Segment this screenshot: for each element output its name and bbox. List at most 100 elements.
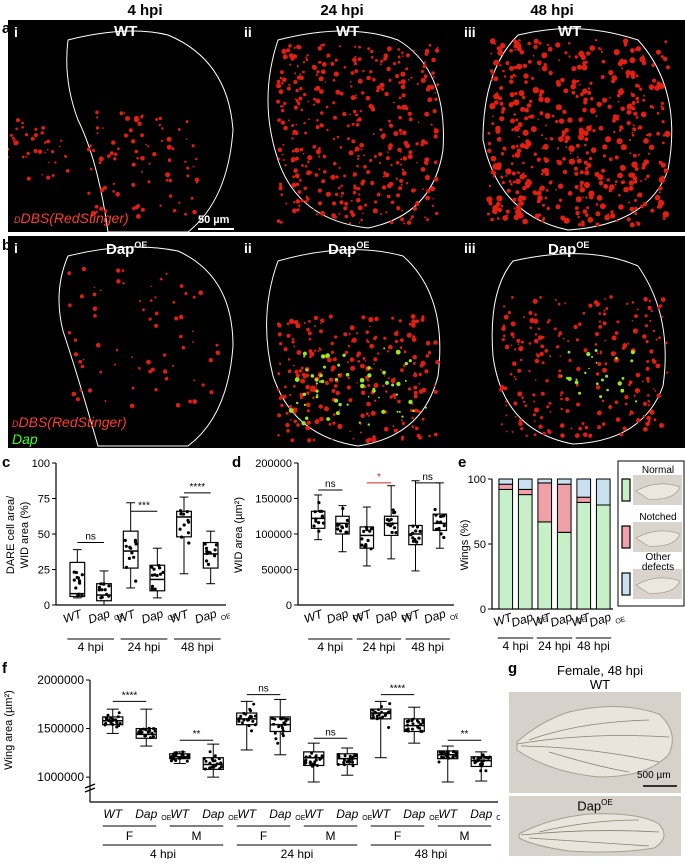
cell-dot (168, 178, 172, 183)
cell-dot (537, 195, 543, 201)
cell-dot (297, 190, 302, 194)
data-point (375, 717, 379, 721)
cell-dot (574, 171, 579, 176)
cell-dot (389, 220, 394, 225)
cell-dot (645, 133, 649, 137)
cell-dot (584, 371, 587, 375)
cell-dot (60, 139, 63, 142)
cell-dot (353, 62, 358, 66)
cell-dot (431, 57, 436, 63)
cell-dot (415, 142, 419, 146)
cell-dot (331, 388, 336, 393)
cell-dot (588, 190, 595, 197)
cell-dot (369, 343, 375, 349)
cell-dot (154, 311, 159, 316)
data-point (253, 714, 257, 718)
cell-dot (295, 323, 301, 329)
cell-dot (599, 203, 606, 210)
y-tick-label: 1000000 (37, 770, 84, 784)
cell-dot (434, 48, 440, 53)
cell-dot (490, 52, 493, 55)
cell-dot (377, 352, 380, 355)
cell-dot (380, 213, 382, 215)
data-point (415, 525, 420, 529)
cell-dot (628, 138, 632, 142)
cell-dot (519, 49, 525, 55)
axis-break (84, 787, 96, 793)
cell-dot (371, 437, 377, 443)
cell-dot (318, 147, 321, 150)
cell-dot (300, 108, 304, 112)
cell-dot (140, 115, 144, 119)
cell-dot (291, 137, 294, 140)
cell-dot (283, 101, 287, 106)
cell-dot (582, 107, 587, 113)
cell-dot (145, 143, 147, 146)
cell-dot (581, 422, 585, 425)
significance-label: ns (325, 479, 336, 490)
cell-dot (649, 409, 655, 415)
cell-dot (533, 420, 536, 423)
cell-dot (360, 363, 365, 369)
data-point (205, 551, 209, 555)
cell-dot (610, 210, 614, 214)
cell-dot (516, 63, 523, 70)
cell-dot (492, 208, 498, 214)
cell-dot (512, 73, 516, 77)
cell-dot (636, 100, 639, 104)
cell-dot (355, 94, 357, 97)
cell-dot (619, 58, 625, 64)
cell-dot (63, 154, 66, 157)
cell-dot (522, 172, 525, 175)
cell-dot (605, 138, 610, 143)
data-point (345, 760, 349, 764)
cell-dot (134, 205, 139, 210)
cell-dot (554, 299, 557, 301)
cell-dot (345, 204, 348, 207)
cell-dot (533, 400, 536, 403)
data-point (318, 757, 322, 761)
cell-dot (381, 185, 387, 190)
x-tick-label: WT (302, 606, 326, 626)
cell-dot (646, 415, 651, 421)
cell-dot (315, 213, 318, 216)
cell-dot (400, 163, 403, 166)
cell-dot (398, 319, 402, 323)
cell-dot (374, 316, 379, 322)
cell-dot (285, 422, 290, 428)
cell-dot (334, 192, 339, 197)
data-point (97, 588, 101, 592)
cell-dot (567, 117, 573, 123)
cell-dot (294, 98, 297, 100)
data-point (134, 579, 138, 583)
cell-dot (11, 136, 15, 140)
significance-label: * (377, 472, 381, 483)
cell-dot (655, 338, 658, 341)
cell-dot (665, 341, 668, 344)
data-point (144, 728, 148, 732)
cell-dot (577, 134, 585, 141)
stacked-bar-segment (498, 478, 514, 485)
data-point (172, 757, 176, 761)
cell-dot (79, 388, 83, 392)
cell-dot (548, 401, 552, 405)
cell-dot (505, 209, 510, 214)
wing-scale-label: 500 µm (637, 770, 671, 781)
micrograph-a-ii (267, 30, 444, 229)
cell-dot (583, 348, 588, 353)
data-point (244, 712, 248, 716)
wing-dap-drawing (518, 813, 665, 853)
cell-dot (604, 298, 606, 300)
cell-dot (290, 438, 295, 442)
cell-dot (302, 351, 307, 356)
data-point (417, 536, 421, 540)
cell-dot (595, 211, 601, 217)
cell-dot (652, 106, 655, 109)
cell-dot (319, 89, 324, 94)
stacked-bar-segment (498, 483, 514, 490)
cell-dot (367, 384, 371, 387)
cell-dot (358, 193, 361, 196)
cell-dot (405, 53, 410, 58)
cell-dot (195, 181, 199, 184)
cell-dot (534, 379, 537, 381)
